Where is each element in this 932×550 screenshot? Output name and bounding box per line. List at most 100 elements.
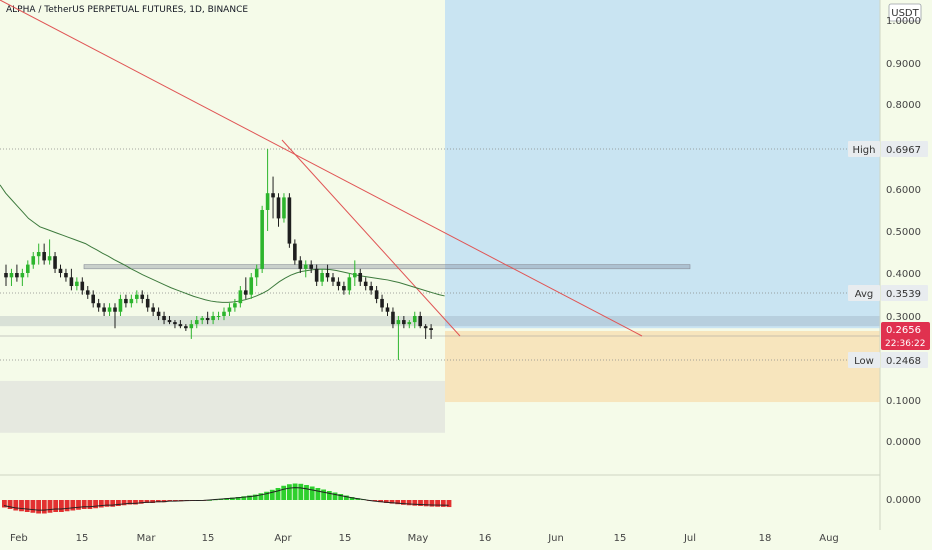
candle-body[interactable] xyxy=(423,326,428,329)
candle-body[interactable] xyxy=(391,311,395,325)
currency-box[interactable] xyxy=(888,3,922,22)
candle-body[interactable] xyxy=(336,281,341,287)
candle-body[interactable] xyxy=(135,294,139,299)
macd-bar xyxy=(93,500,98,509)
candle-body[interactable] xyxy=(189,324,194,329)
candle-body[interactable] xyxy=(156,311,161,316)
candle-body[interactable] xyxy=(184,326,188,329)
candle-body[interactable] xyxy=(31,256,36,265)
candle-body[interactable] xyxy=(412,316,417,323)
candle-body[interactable] xyxy=(254,268,259,278)
candle-body[interactable] xyxy=(15,273,19,278)
candle-body[interactable] xyxy=(91,294,95,304)
candle-body[interactable] xyxy=(205,318,210,321)
candle-body[interactable] xyxy=(162,316,166,321)
candle-body[interactable] xyxy=(4,273,8,278)
candle-body[interactable] xyxy=(320,273,324,282)
candle-body[interactable] xyxy=(358,273,363,282)
currency-label: USDT xyxy=(891,8,919,19)
macd-bar xyxy=(304,485,309,500)
candle-body[interactable] xyxy=(314,268,319,282)
candle-body[interactable] xyxy=(233,303,237,308)
macd-bar xyxy=(418,500,423,506)
candle-body[interactable] xyxy=(26,264,30,273)
candle-body[interactable] xyxy=(80,281,85,291)
candle-body[interactable] xyxy=(396,320,401,325)
candle-body[interactable] xyxy=(96,303,101,308)
candle-body[interactable] xyxy=(151,307,155,312)
candle-body[interactable] xyxy=(276,197,281,219)
candle-body[interactable] xyxy=(287,197,292,244)
candle-body[interactable] xyxy=(69,277,74,287)
candle-body[interactable] xyxy=(353,273,357,278)
candle-body[interactable] xyxy=(363,281,368,287)
candle-body[interactable] xyxy=(124,298,128,304)
candle-body[interactable] xyxy=(249,277,254,295)
macd-bar xyxy=(315,488,321,500)
candle-body[interactable] xyxy=(118,298,123,312)
macd-bar xyxy=(241,496,247,500)
candle-body[interactable] xyxy=(222,311,226,316)
candle-body[interactable] xyxy=(211,316,215,321)
candle-body[interactable] xyxy=(325,273,330,278)
candle-body[interactable] xyxy=(75,281,79,287)
candle-body[interactable] xyxy=(309,264,313,269)
candle-body[interactable] xyxy=(429,328,433,330)
candle-body[interactable] xyxy=(374,290,379,299)
candle-body[interactable] xyxy=(167,320,172,323)
candle-body[interactable] xyxy=(102,307,106,312)
candle-body[interactable] xyxy=(64,273,68,278)
macd-bar xyxy=(309,486,315,500)
macd-bar xyxy=(30,500,36,513)
macd-bar xyxy=(36,500,41,514)
candle-body[interactable] xyxy=(293,243,297,261)
time-axis-label: Feb xyxy=(10,533,28,544)
candle-body[interactable] xyxy=(407,322,412,325)
candle-body[interactable] xyxy=(140,294,145,299)
macd-bar xyxy=(98,500,104,508)
candle-body[interactable] xyxy=(9,273,14,278)
candle-body[interactable] xyxy=(418,316,422,327)
candle-body[interactable] xyxy=(200,318,204,321)
time-axis-label: Aug xyxy=(819,533,839,544)
candle-body[interactable] xyxy=(129,298,134,304)
candle-body[interactable] xyxy=(331,277,335,282)
candle-body[interactable] xyxy=(53,256,57,269)
candle-body[interactable] xyxy=(244,290,248,295)
time-axis-label: Mar xyxy=(137,533,157,544)
candle-body[interactable] xyxy=(342,286,346,291)
candle-body[interactable] xyxy=(282,197,286,219)
candle-body[interactable] xyxy=(265,193,270,210)
candle-body[interactable] xyxy=(347,277,352,291)
candle-body[interactable] xyxy=(85,290,90,295)
candle-body[interactable] xyxy=(42,252,46,261)
candle-body[interactable] xyxy=(178,324,183,327)
candle-body[interactable] xyxy=(216,316,221,317)
macd-bar xyxy=(161,500,167,503)
candle-body[interactable] xyxy=(194,320,199,325)
trendline-short[interactable] xyxy=(281,139,461,337)
candle-body[interactable] xyxy=(145,298,150,308)
candle-body[interactable] xyxy=(402,320,406,325)
candle-body[interactable] xyxy=(303,264,308,269)
candle-body[interactable] xyxy=(380,298,384,308)
candle-body[interactable] xyxy=(238,290,243,304)
candle-body[interactable] xyxy=(58,268,63,273)
candle-body[interactable] xyxy=(260,210,264,269)
candle-body[interactable] xyxy=(173,322,177,325)
macd-bar xyxy=(344,495,349,500)
macd-bar xyxy=(104,500,110,507)
candle-body[interactable] xyxy=(47,256,52,261)
candle-body[interactable] xyxy=(369,286,373,291)
candle-body[interactable] xyxy=(385,307,390,312)
candle-body[interactable] xyxy=(36,252,41,257)
trendline-long[interactable] xyxy=(0,0,643,337)
candle-body[interactable] xyxy=(20,273,25,278)
macd-bar xyxy=(7,500,13,509)
candle-body[interactable] xyxy=(298,260,303,269)
candle-body[interactable] xyxy=(227,307,232,312)
candle-body[interactable] xyxy=(107,307,112,312)
candle-body[interactable] xyxy=(271,193,275,198)
candle-body[interactable] xyxy=(113,307,117,312)
